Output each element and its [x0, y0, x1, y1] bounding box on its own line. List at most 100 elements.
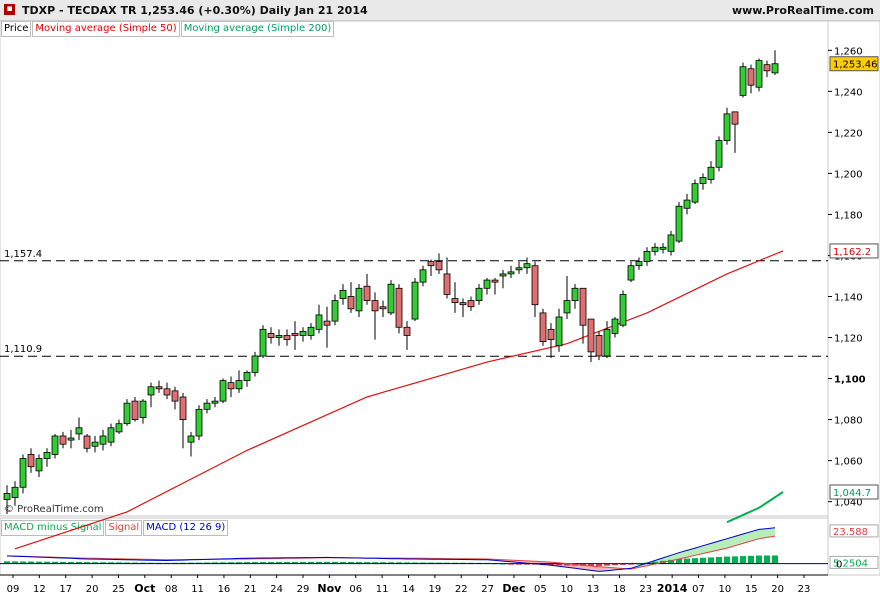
candle-up — [723, 113, 731, 141]
price-tick-label: 1,180 — [834, 210, 863, 221]
macd-fill — [759, 528, 767, 539]
macd-fill — [727, 536, 735, 549]
macd-histogram-bar — [212, 562, 218, 564]
histogram-badge: 5.2504 — [833, 558, 868, 569]
macd-histogram-bar — [316, 561, 322, 564]
macd-histogram-bar — [724, 556, 730, 564]
macd-histogram-bar — [236, 562, 242, 564]
macd-histogram-bar — [428, 562, 434, 564]
macd-histogram-bar — [196, 562, 202, 564]
macd-badge-box — [829, 524, 879, 538]
candle-down — [539, 312, 547, 343]
candle-up — [675, 205, 683, 242]
x-tick-label: 06 — [349, 584, 362, 595]
macd-histogram-bar — [588, 563, 594, 566]
macd-histogram-bar — [204, 562, 210, 564]
x-tick-label: Dec — [502, 582, 525, 595]
ma200-line — [726, 491, 784, 524]
candle-up — [563, 300, 571, 314]
x-tick-label: 22 — [455, 584, 468, 595]
candle-up — [739, 66, 747, 96]
candle-down — [323, 320, 331, 326]
macd-fill — [695, 545, 703, 556]
macd-histogram-bar — [92, 562, 98, 564]
price-tick-label: 1,100 — [834, 375, 866, 386]
candle-up — [43, 452, 51, 459]
macd-histogram-bar — [668, 559, 674, 564]
x-tick-label: 23 — [639, 584, 652, 595]
candle-up — [715, 140, 723, 168]
candle-down — [163, 388, 171, 396]
candle-down — [491, 279, 499, 283]
x-tick-label: 17 — [59, 584, 72, 595]
candle-up — [51, 435, 59, 455]
x-tick-label: 15 — [745, 584, 758, 595]
candle-down — [451, 298, 459, 304]
macd-zero-label: 0 — [836, 560, 842, 571]
macd-histogram-bar — [716, 557, 722, 564]
macd-histogram-bar — [76, 562, 82, 564]
macd-histogram-bar — [100, 562, 106, 564]
candle-up — [419, 269, 427, 283]
macd-histogram-bar — [420, 562, 426, 564]
ma200-badge: 1,044.7 — [833, 488, 871, 499]
candle-up — [355, 287, 363, 312]
macd-fill — [767, 527, 775, 538]
macd-histogram-bar — [260, 562, 266, 564]
candle-down — [595, 335, 603, 357]
candle-up — [195, 408, 203, 437]
candle-up — [475, 287, 483, 301]
macd-fill — [743, 531, 751, 544]
candle-up — [115, 423, 123, 433]
macd-histogram-bar — [740, 556, 746, 564]
candle-up — [683, 199, 691, 209]
macd-histogram-bar — [756, 555, 762, 564]
x-tick-label: 19 — [428, 584, 441, 595]
macd-histogram-bar — [564, 563, 570, 566]
price-tick-label: 1,220 — [834, 128, 863, 139]
macd-histogram-bar — [292, 561, 298, 564]
macd-histogram-bar — [380, 562, 386, 564]
price-tick-label: 1,080 — [834, 416, 863, 427]
macd-histogram-bar — [84, 562, 90, 564]
candle-up — [187, 435, 195, 443]
macd-histogram-bar — [388, 562, 394, 564]
level-label: 1,110.9 — [4, 344, 42, 355]
legend-macd[interactable]: MACD (12 26 9) — [143, 520, 229, 536]
candle-down — [395, 287, 403, 328]
ma50-badge-box — [829, 243, 879, 259]
macd-histogram-bar — [52, 561, 58, 564]
candle-down — [547, 328, 555, 340]
macd-histogram-bar — [748, 555, 754, 564]
candle-up — [555, 316, 563, 347]
macd-histogram-bar — [612, 563, 618, 566]
macd-histogram-bar — [676, 558, 682, 564]
candle-up — [275, 335, 283, 338]
candle-up — [147, 386, 155, 396]
macd-histogram-bar — [308, 561, 314, 564]
macd-fill — [583, 565, 591, 571]
legend-macd-hist[interactable]: MACD minus Signal — [1, 520, 105, 536]
box-icon[interactable]: ▪ — [4, 4, 15, 15]
candle-up — [611, 318, 619, 334]
candle-down — [531, 265, 539, 306]
candle-up — [219, 380, 227, 402]
brand-label[interactable]: www.ProRealTime.com — [731, 4, 874, 17]
candle-up — [499, 273, 507, 277]
candle-up — [99, 435, 107, 445]
x-tick-label: 2014 — [657, 582, 688, 595]
histogram-badge-box — [829, 555, 879, 569]
candle-down — [379, 306, 387, 310]
macd-fill — [735, 534, 743, 546]
candle-up — [755, 60, 763, 88]
price-badge-box — [829, 56, 879, 72]
x-tick-label: 09 — [7, 584, 20, 595]
y-axis-panel — [827, 20, 880, 576]
x-tick-label: 25 — [112, 584, 125, 595]
x-tick-label: 14 — [402, 584, 415, 595]
macd-histogram-bar — [44, 561, 50, 564]
legend-signal[interactable]: Signal — [105, 520, 143, 536]
macd-histogram-bar — [60, 561, 66, 564]
ma200-badge-box — [829, 484, 879, 500]
